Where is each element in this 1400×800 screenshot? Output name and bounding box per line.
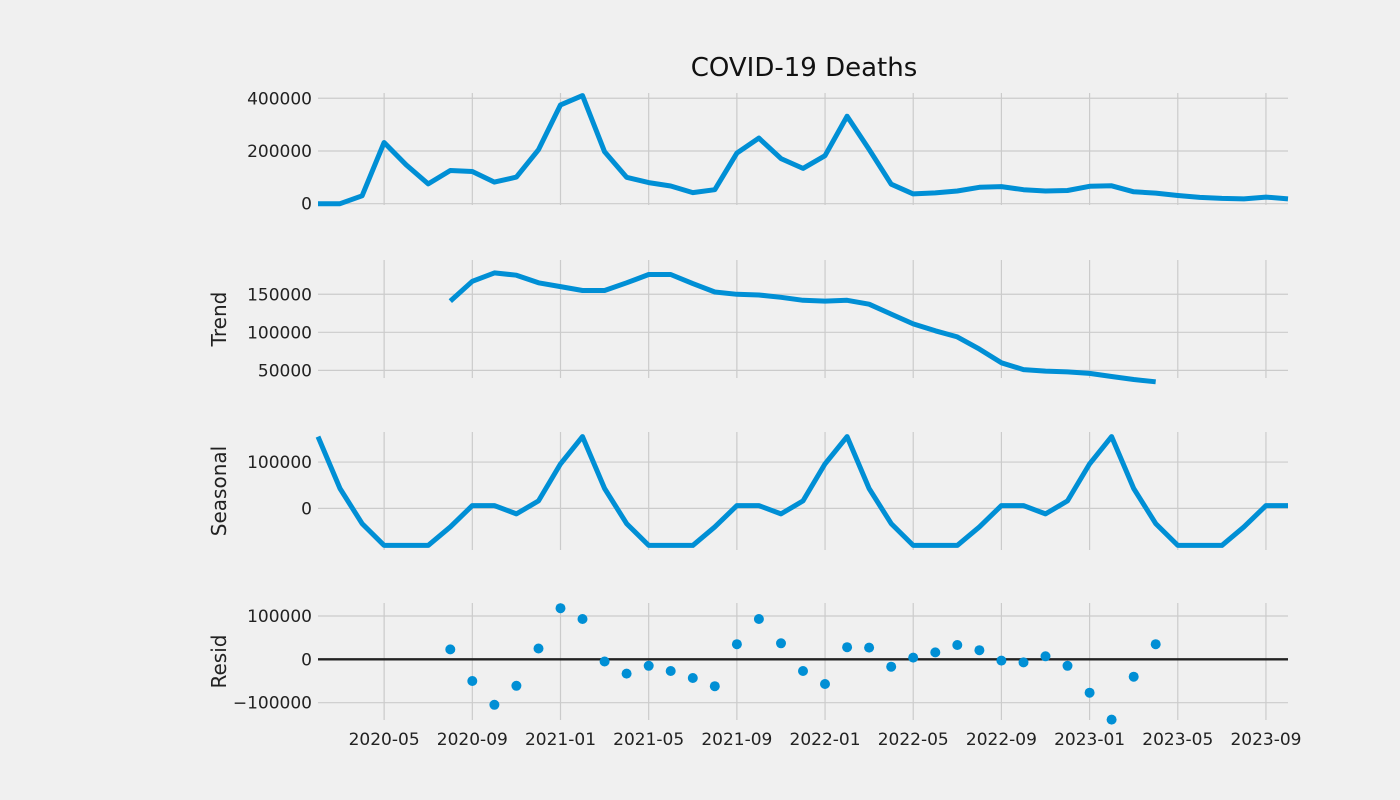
resid-point [753, 614, 764, 624]
resid-point [1150, 639, 1161, 650]
resid-point [709, 681, 720, 692]
resid-point [687, 673, 698, 683]
resid-point [555, 603, 566, 614]
y-axis-label: Seasonal [207, 446, 231, 536]
y-tick-label: 0 [301, 195, 312, 215]
resid-point [930, 647, 941, 658]
x-tick-label: 2020-05 [349, 730, 420, 750]
resid-point [599, 656, 610, 667]
resid-point [643, 660, 654, 671]
x-tick-label: 2023-01 [1054, 730, 1125, 750]
resid-point [1062, 660, 1073, 671]
y-tick-label: −100000 [233, 694, 312, 714]
resid-point [820, 679, 830, 689]
x-axis-ticks: 2020-05 2020-09 2021-01 2021-05 2021-09 2022-… [349, 730, 1302, 750]
resid-point [1084, 687, 1095, 698]
y-tick-label: 100000 [247, 607, 312, 627]
resid-point [731, 639, 742, 650]
chart-panels: 0 200000 400000 50000 100000 150000 Trend 0 1000… [207, 89, 1289, 725]
y-axis-label: Trend [207, 292, 231, 348]
x-tick-label: 2023-09 [1230, 730, 1301, 750]
resid-point [665, 666, 676, 676]
resid-point [1040, 651, 1051, 662]
y-tick-label: 150000 [247, 285, 312, 305]
resid-point [842, 642, 853, 653]
y-tick-label: 0 [301, 650, 312, 670]
panel-seasonal: 0 100000 Seasonal [207, 432, 1288, 550]
resid-point [1106, 714, 1117, 725]
series-line [318, 93, 1289, 207]
resid-point [489, 699, 500, 710]
x-tick-label: 2022-01 [790, 730, 861, 750]
panel-trend: 50000 100000 150000 Trend [207, 260, 1288, 385]
resid-point [974, 645, 985, 656]
resid-point [798, 666, 808, 676]
y-axis-label: Resid [207, 635, 231, 689]
series-line [448, 270, 1156, 385]
x-tick-label: 2020-09 [437, 730, 508, 750]
resid-point [776, 638, 786, 649]
resid-point [1128, 671, 1139, 682]
y-tick-label: 100000 [247, 323, 312, 343]
series-line [315, 434, 1288, 548]
x-tick-label: 2022-05 [878, 730, 949, 750]
resid-point [1018, 657, 1029, 668]
resid-point [467, 676, 478, 686]
resid-point [886, 661, 897, 672]
panel-observed: 0 200000 400000 [247, 89, 1289, 215]
y-tick-label: 400000 [247, 89, 312, 109]
y-tick-label: 100000 [247, 453, 312, 473]
resid-point [952, 640, 963, 650]
resid-point [908, 652, 919, 663]
resid-point [996, 655, 1007, 666]
resid-point [533, 643, 544, 654]
x-tick-label: 2021-01 [525, 730, 596, 750]
chart-title: COVID-19 Deaths [691, 53, 918, 83]
resid-point [621, 668, 632, 679]
y-tick-label: 0 [301, 499, 312, 519]
y-tick-label: 50000 [258, 361, 312, 381]
panel-resid: −100000 0 100000 Resid [207, 603, 1288, 725]
resid-point [864, 642, 875, 653]
x-tick-label: 2021-09 [701, 730, 772, 750]
resid-point [445, 644, 456, 655]
x-tick-label: 2022-09 [966, 730, 1037, 750]
resid-point [577, 614, 588, 624]
x-tick-label: 2023-05 [1142, 730, 1213, 750]
resid-point [511, 680, 522, 691]
x-tick-label: 2021-05 [613, 730, 684, 750]
y-tick-label: 200000 [247, 142, 312, 162]
